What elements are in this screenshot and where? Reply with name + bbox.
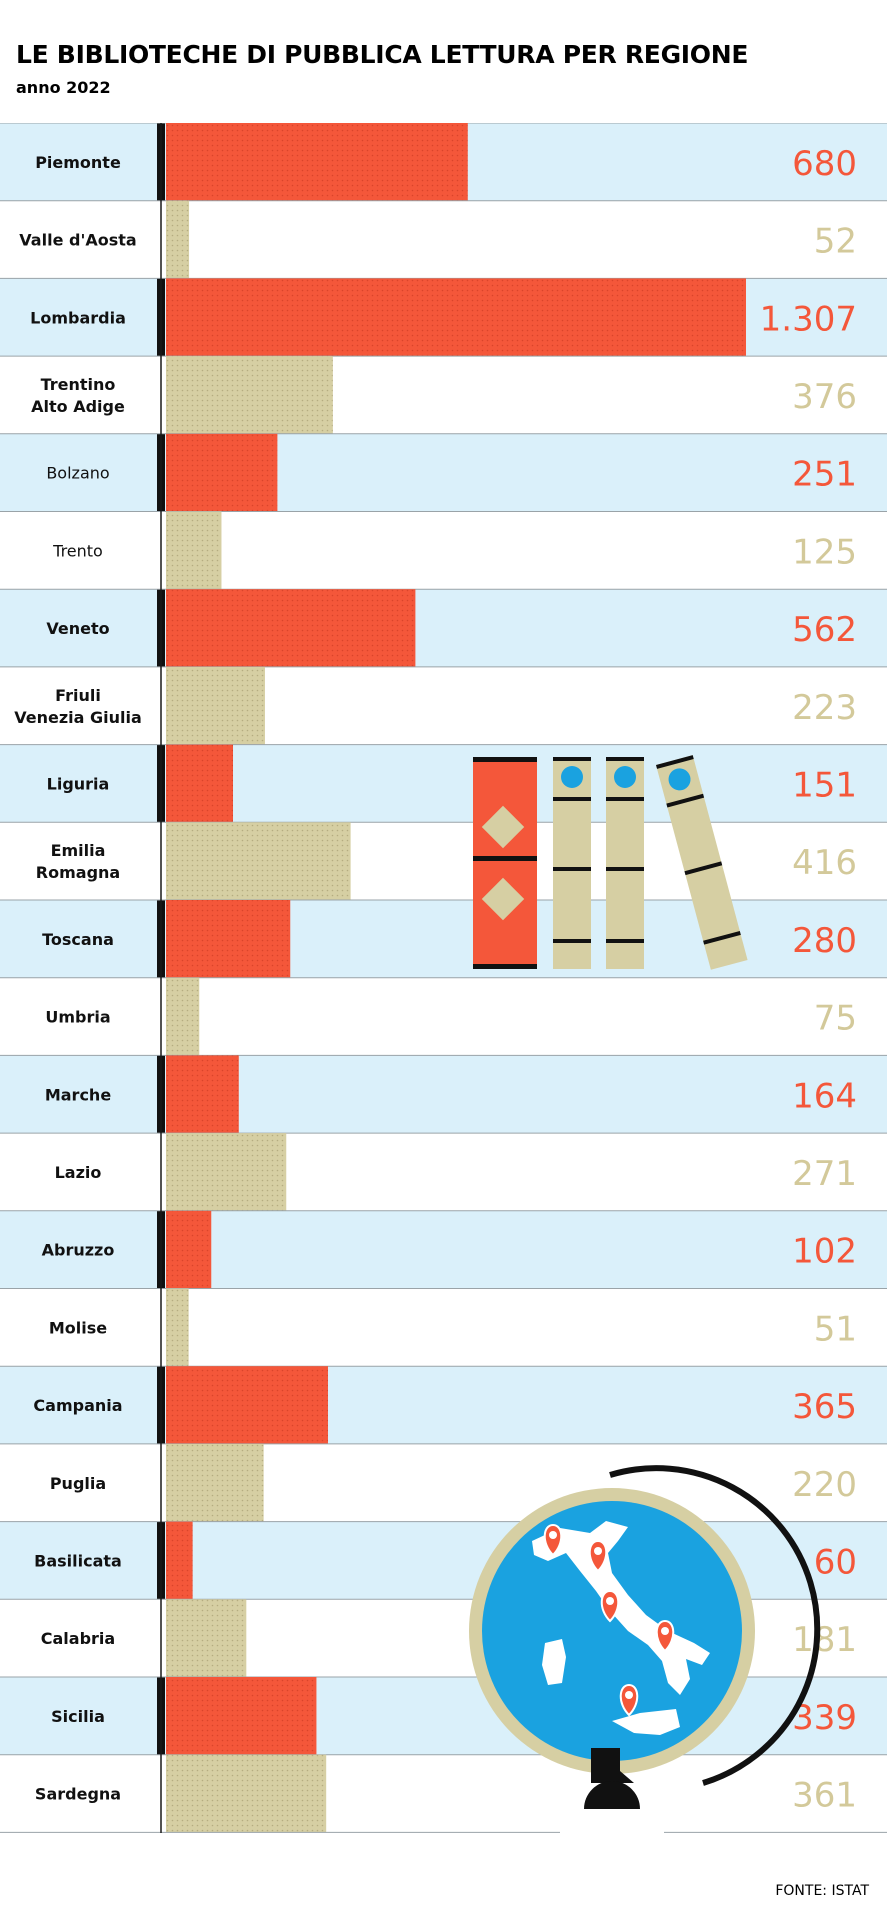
bar [166, 433, 278, 512]
chart-title: LE BIBLIOTECHE DI PUBBLICA LETTURA PER R… [16, 40, 749, 69]
bar [166, 511, 222, 590]
category-label: Abruzzo [42, 1241, 115, 1260]
bar [166, 1055, 239, 1134]
bar [166, 1366, 328, 1444]
value-label: 271 [792, 1154, 857, 1194]
row-background [0, 1677, 887, 1755]
category-label: Venezia Giulia [14, 708, 142, 727]
category-label: Toscana [42, 930, 114, 949]
category-label: Marche [45, 1085, 111, 1104]
value-label: 280 [792, 921, 857, 961]
row-background [0, 744, 887, 823]
bar [166, 822, 351, 900]
category-label: Lombardia [30, 308, 126, 327]
value-label: 181 [792, 1620, 857, 1660]
value-label: 75 [814, 999, 857, 1039]
category-label: Friuli [55, 686, 101, 705]
value-label: 102 [792, 1232, 857, 1272]
category-label: Liguria [47, 774, 110, 793]
value-label: 562 [792, 610, 857, 650]
value-label: 125 [792, 532, 857, 572]
bar [166, 123, 468, 201]
category-label: Bolzano [46, 464, 109, 483]
category-label: Trentino [41, 375, 116, 394]
value-label: 416 [792, 843, 857, 883]
globe-italy-illustration [469, 1465, 821, 1833]
bar [166, 1677, 317, 1755]
value-label: 339 [792, 1698, 857, 1738]
bar-chart: Piemonte 680 Valle d'Aosta 52 Lombardia 1.307… [0, 123, 887, 1833]
value-label: 52 [814, 222, 857, 262]
category-label: Umbria [45, 1008, 110, 1027]
bar [166, 1133, 287, 1211]
bar [166, 900, 291, 978]
bar [166, 1754, 327, 1833]
bar [166, 1521, 193, 1600]
value-label: 51 [814, 1309, 857, 1349]
value-label: 151 [792, 765, 857, 805]
bar [166, 1443, 264, 1522]
category-label: Campania [33, 1396, 122, 1415]
value-label: 1.307 [760, 299, 857, 339]
category-label: Lazio [55, 1163, 102, 1182]
bar [166, 278, 746, 357]
category-label: Valle d'Aosta [19, 231, 136, 250]
chart-subtitle: anno 2022 [16, 78, 111, 97]
value-label: 361 [792, 1776, 857, 1816]
value-label: 220 [792, 1465, 857, 1505]
bar [166, 1210, 212, 1289]
value-label: 376 [792, 377, 857, 417]
category-label: Sardegna [35, 1785, 121, 1804]
bar [166, 1288, 189, 1367]
category-label: Alto Adige [31, 397, 125, 416]
row-background [0, 433, 887, 512]
bar [166, 1599, 247, 1677]
category-label: Romagna [36, 863, 120, 882]
value-label: 164 [792, 1076, 857, 1116]
source-note: FONTE: ISTAT [775, 1883, 869, 1899]
category-label: Sicilia [51, 1707, 105, 1726]
row-background [0, 1210, 887, 1289]
category-label: Puglia [50, 1474, 106, 1493]
category-label: Trento [52, 541, 103, 560]
value-label: 365 [792, 1387, 857, 1427]
category-label: Calabria [41, 1629, 115, 1648]
category-label: Emilia [51, 841, 106, 860]
bar [166, 589, 416, 667]
row-background [0, 1521, 887, 1600]
category-label: Molise [49, 1318, 107, 1337]
value-label: 680 [792, 144, 857, 184]
bar [166, 666, 265, 745]
value-label: 223 [792, 688, 857, 728]
value-label: 60 [814, 1542, 857, 1582]
books-illustration [473, 755, 748, 970]
category-label: Piemonte [35, 153, 121, 172]
value-label: 251 [792, 455, 857, 495]
row-background [0, 589, 887, 667]
row-background [0, 1366, 887, 1444]
row-background [0, 1055, 887, 1134]
bar [166, 356, 333, 434]
bar [166, 200, 190, 279]
category-label: Basilicata [34, 1551, 122, 1570]
bar [166, 744, 234, 823]
bar [166, 977, 200, 1056]
category-label: Veneto [46, 619, 109, 638]
row-background [0, 900, 887, 978]
